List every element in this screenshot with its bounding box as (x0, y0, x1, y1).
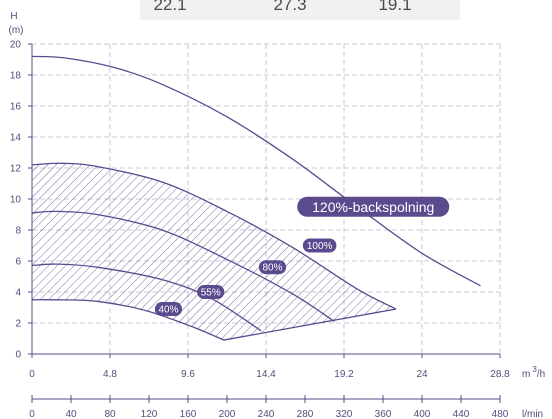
label-pill (258, 260, 287, 275)
x-axis-unit-m3h: m 3/h (522, 365, 545, 380)
x-tick-label-m3h: 19.2 (334, 369, 354, 380)
x-tick-label-lmin: 280 (297, 409, 314, 419)
y-tick-label: 2 (15, 319, 21, 330)
x-tick-label-lmin: 360 (375, 409, 392, 419)
y-tick-label: 4 (15, 288, 21, 299)
curve-100- (31, 162, 397, 310)
x-tick-label-lmin: 80 (104, 409, 116, 419)
y-tick-label: 8 (15, 226, 21, 237)
x-tick-label-lmin: 0 (29, 409, 35, 419)
label-text: 55% (201, 288, 221, 299)
x-tick-label-lmin: 480 (492, 409, 509, 419)
hatched-area (32, 163, 396, 341)
label-text: 80% (262, 263, 282, 274)
top-band-bg (140, 0, 460, 20)
x-tick-label-lmin: 400 (414, 409, 431, 419)
y-axis-label: H (10, 11, 17, 22)
y-tick-label: 12 (10, 164, 22, 175)
curve-40- (31, 299, 225, 341)
curve-55- (31, 263, 262, 332)
y-tick-label: 18 (10, 71, 22, 82)
label-text: 40% (158, 305, 178, 316)
region-right-edge (223, 308, 397, 341)
y-tick-label: 10 (10, 195, 22, 206)
y-tick-label: 16 (10, 102, 22, 113)
y-tick-label: 0 (15, 350, 21, 361)
operating-region (32, 163, 396, 341)
x-tick-label-lmin: 40 (65, 409, 77, 419)
x-tick-label-lmin: 160 (180, 409, 197, 419)
curves (31, 55, 481, 341)
top-value-3: 19.1 (378, 0, 411, 14)
curve-80- (31, 210, 335, 322)
x-tick-label-lmin: 440 (453, 409, 470, 419)
label-text: 120%-backspolning (312, 199, 434, 215)
x-tick-label-m3h: 0 (29, 369, 35, 380)
top-values-band: 22.1 27.3 19.1 (140, 0, 460, 20)
label-text: 100% (307, 241, 333, 252)
label-120-backspolning: 120%-backspolning (297, 196, 450, 217)
x-tick-label-lmin: 120 (141, 409, 158, 419)
y-axis-unit: (m) (9, 25, 24, 36)
x-tick-label-lmin: 240 (258, 409, 275, 419)
x-axis-unit-lmin: l/min (522, 409, 543, 419)
x-tick-label-lmin: 200 (219, 409, 236, 419)
y-tick-label: 14 (10, 133, 22, 144)
y-tick-label: 20 (10, 40, 22, 51)
curve-labels: 120%-backspolning 100% 80% 55% 40% (154, 196, 450, 317)
top-value-1: 22.1 (153, 0, 186, 14)
label-pill (197, 285, 225, 299)
label-40-: 40% (154, 302, 183, 317)
label-pill (297, 196, 450, 217)
x-tick-label-m3h: 14.4 (256, 369, 276, 380)
label-55-: 55% (197, 285, 225, 299)
x-tick-label-m3h: 4.8 (103, 369, 117, 380)
curve-120-backspolning (31, 55, 481, 287)
top-value-2: 27.3 (273, 0, 306, 14)
x-tick-label-m3h: 9.6 (181, 369, 195, 380)
x-tick-label-lmin: 320 (336, 409, 353, 419)
y-tick-label: 6 (15, 257, 21, 268)
x-tick-label-m3h: 24 (416, 369, 428, 380)
label-pill (154, 302, 183, 317)
label-pill (302, 238, 337, 253)
x-tick-label-m3h: 28.8 (490, 369, 510, 380)
label-100-: 100% (302, 238, 337, 253)
label-80-: 80% (258, 260, 287, 275)
